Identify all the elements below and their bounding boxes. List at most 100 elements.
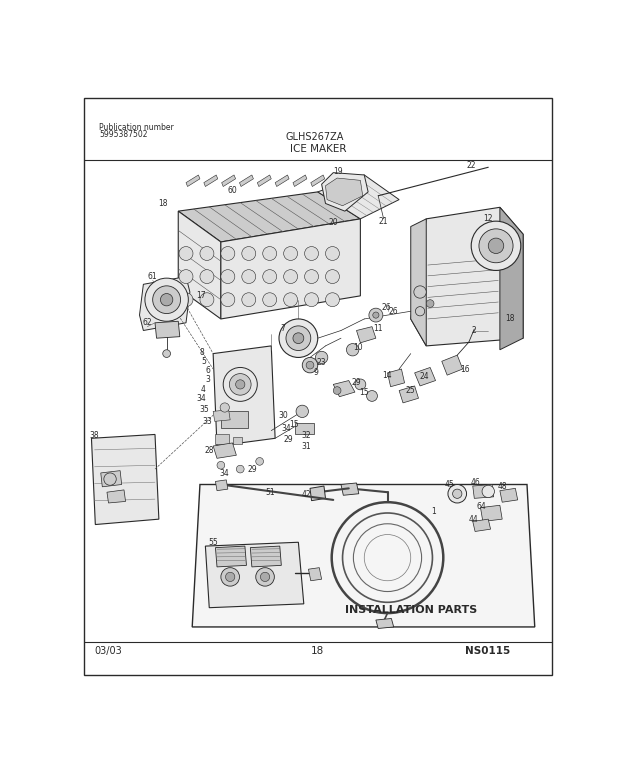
Text: 2: 2	[472, 326, 477, 335]
Polygon shape	[92, 435, 159, 525]
Circle shape	[453, 489, 462, 498]
Text: Publication number: Publication number	[99, 122, 174, 132]
Text: 29: 29	[352, 379, 361, 387]
Text: 17: 17	[197, 291, 206, 301]
Polygon shape	[250, 546, 281, 567]
Text: 20: 20	[329, 218, 338, 227]
Text: GLHS267ZA: GLHS267ZA	[285, 132, 343, 142]
Polygon shape	[334, 380, 355, 397]
Text: 15: 15	[360, 388, 369, 396]
Circle shape	[366, 391, 378, 402]
Polygon shape	[310, 486, 326, 500]
Circle shape	[283, 270, 298, 284]
Polygon shape	[309, 568, 322, 581]
Text: 9: 9	[314, 369, 319, 377]
Circle shape	[283, 293, 298, 307]
Polygon shape	[179, 192, 360, 242]
Text: 44: 44	[469, 516, 479, 525]
Polygon shape	[388, 369, 404, 387]
Circle shape	[145, 278, 188, 321]
Text: 5995387502: 5995387502	[99, 130, 148, 139]
Polygon shape	[480, 506, 502, 522]
Circle shape	[242, 293, 255, 307]
Circle shape	[221, 568, 239, 586]
Polygon shape	[326, 178, 363, 206]
Circle shape	[221, 293, 235, 307]
Polygon shape	[213, 443, 236, 458]
Polygon shape	[221, 219, 360, 319]
Polygon shape	[216, 546, 247, 567]
Circle shape	[296, 405, 309, 418]
Text: 31: 31	[301, 441, 311, 451]
Text: 5: 5	[202, 356, 206, 366]
Text: 33: 33	[203, 417, 213, 426]
Circle shape	[304, 293, 319, 307]
Bar	[232, 437, 242, 444]
Circle shape	[226, 572, 235, 581]
Circle shape	[479, 229, 513, 262]
Circle shape	[326, 293, 340, 307]
Circle shape	[306, 361, 314, 369]
Polygon shape	[213, 346, 275, 446]
Polygon shape	[222, 175, 236, 187]
Text: 19: 19	[333, 167, 343, 176]
Text: 21: 21	[379, 216, 388, 226]
Polygon shape	[257, 175, 272, 187]
Text: 25: 25	[406, 386, 415, 395]
Polygon shape	[140, 277, 190, 330]
Text: 11: 11	[373, 324, 383, 334]
Polygon shape	[500, 207, 523, 350]
Circle shape	[242, 270, 255, 284]
Text: 3: 3	[205, 376, 210, 384]
Text: 32: 32	[301, 431, 311, 440]
Circle shape	[489, 238, 503, 253]
Circle shape	[303, 357, 317, 373]
Text: 45: 45	[445, 480, 454, 489]
Polygon shape	[100, 470, 122, 487]
Circle shape	[286, 326, 311, 350]
Circle shape	[153, 286, 180, 314]
Circle shape	[334, 387, 341, 395]
Polygon shape	[399, 386, 419, 403]
Text: 16: 16	[460, 365, 470, 374]
Bar	[294, 423, 314, 434]
Text: 29: 29	[247, 464, 257, 474]
Polygon shape	[293, 175, 307, 187]
Text: 34: 34	[282, 424, 291, 433]
Circle shape	[200, 293, 214, 307]
Circle shape	[217, 461, 224, 469]
Circle shape	[200, 246, 214, 260]
Text: 34: 34	[197, 394, 206, 402]
Text: 18: 18	[505, 314, 515, 324]
Text: 22: 22	[466, 161, 476, 171]
Text: 51: 51	[265, 488, 275, 496]
Circle shape	[263, 246, 277, 260]
Polygon shape	[415, 367, 435, 386]
Text: 15: 15	[290, 420, 299, 429]
Text: 10: 10	[353, 343, 363, 352]
Text: 7: 7	[280, 324, 285, 333]
Circle shape	[415, 307, 425, 316]
Circle shape	[279, 319, 317, 357]
Text: 6: 6	[205, 366, 210, 375]
Circle shape	[355, 379, 366, 390]
Polygon shape	[216, 480, 228, 490]
Circle shape	[471, 221, 521, 271]
Text: NS0115: NS0115	[465, 646, 510, 656]
Circle shape	[104, 473, 117, 485]
Polygon shape	[356, 327, 376, 343]
Polygon shape	[275, 175, 289, 187]
Circle shape	[179, 246, 193, 260]
Polygon shape	[205, 542, 304, 607]
Text: 48: 48	[497, 482, 507, 491]
Circle shape	[427, 300, 434, 308]
Polygon shape	[317, 175, 399, 219]
Circle shape	[326, 270, 340, 284]
Text: 4: 4	[201, 385, 205, 393]
Polygon shape	[341, 483, 359, 495]
Polygon shape	[472, 484, 494, 498]
Text: 55: 55	[208, 538, 218, 547]
Text: 18: 18	[311, 646, 324, 656]
Circle shape	[236, 379, 245, 389]
Circle shape	[304, 246, 319, 260]
